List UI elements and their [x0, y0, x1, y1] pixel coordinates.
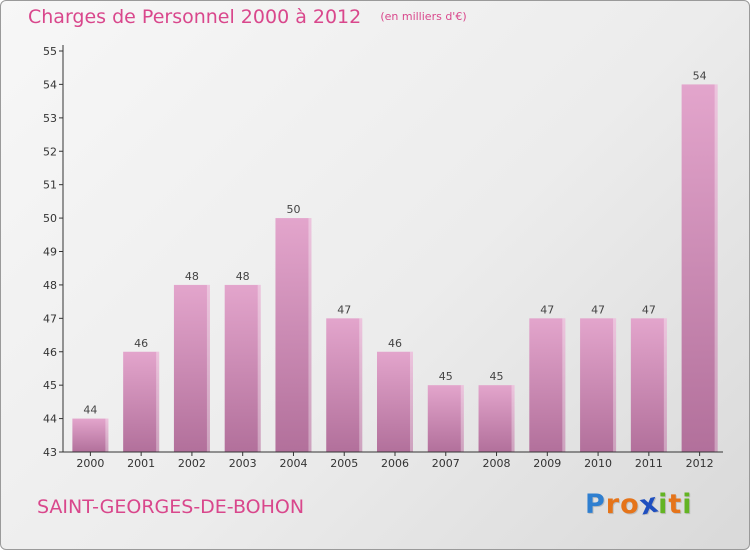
y-tick-label: 44	[43, 413, 57, 426]
y-tick-label: 54	[43, 78, 57, 91]
data-label: 47	[337, 303, 351, 316]
bar-highlight	[156, 351, 160, 452]
data-label: 46	[134, 337, 148, 350]
bar-2002	[173, 284, 210, 452]
y-tick-label: 53	[43, 112, 57, 125]
data-label: 54	[693, 69, 707, 82]
x-tick-label: 2007	[432, 457, 460, 470]
x-tick-label: 2004	[279, 457, 307, 470]
bar-2003	[224, 284, 261, 452]
logo-letter: P	[585, 489, 606, 520]
x-tick-label: 2000	[76, 457, 104, 470]
data-label: 47	[642, 303, 656, 316]
bar-highlight	[308, 218, 312, 452]
y-tick-label: 52	[43, 145, 57, 158]
data-label: 47	[540, 303, 554, 316]
x-tick-label: 2011	[635, 457, 663, 470]
logo-letter: o	[620, 489, 640, 520]
bar-highlight	[206, 284, 210, 452]
y-tick-label: 43	[43, 446, 57, 459]
data-label: 47	[591, 303, 605, 316]
chart-title: Charges de Personnel 2000 à 2012	[28, 6, 362, 28]
bar-2008	[478, 385, 515, 452]
data-label: 45	[439, 370, 453, 383]
bar-highlight	[105, 418, 109, 452]
logo-letter: i	[658, 489, 669, 520]
bar-2011	[630, 318, 667, 452]
logo-letter: i	[682, 489, 693, 520]
data-label: 50	[286, 203, 300, 216]
y-tick-label: 47	[43, 312, 57, 325]
bar-2009	[529, 318, 566, 452]
bar-2005	[326, 318, 363, 452]
bar-highlight	[613, 318, 617, 452]
data-label: 48	[185, 270, 199, 283]
chart-subtitle: (en milliers d'€)	[380, 10, 467, 23]
y-tick-label: 49	[43, 246, 57, 259]
data-label: 46	[388, 337, 402, 350]
x-tick-label: 2008	[483, 457, 511, 470]
bar-2012	[681, 84, 718, 453]
title-row: Charges de Personnel 2000 à 2012 (en mil…	[28, 6, 467, 28]
bar-highlight	[714, 84, 718, 453]
y-tick-label: 45	[43, 379, 57, 392]
x-tick-label: 2005	[330, 457, 358, 470]
x-tick-label: 2002	[178, 457, 206, 470]
y-tick-label: 50	[43, 212, 57, 225]
x-tick-label: 2010	[584, 457, 612, 470]
location-name: SAINT-GEORGES-DE-BOHON	[37, 496, 305, 518]
data-label: 44	[83, 404, 97, 417]
y-tick-label: 48	[43, 279, 57, 292]
y-tick-label: 55	[43, 45, 57, 58]
logo-letter: t	[668, 489, 683, 520]
data-label: 48	[236, 270, 250, 283]
bar-highlight	[359, 318, 363, 452]
bar-highlight	[410, 351, 413, 452]
logo-letter: r	[605, 489, 621, 520]
x-tick-label: 2001	[127, 457, 155, 470]
y-tick-label: 46	[43, 346, 57, 359]
x-tick-label: 2006	[381, 457, 409, 470]
data-label: 45	[490, 370, 504, 383]
bar-highlight	[663, 318, 667, 452]
bar-2004	[275, 218, 312, 452]
bar-highlight	[257, 284, 261, 452]
bar-2010	[580, 318, 617, 452]
bar-2006	[377, 351, 413, 452]
x-tick-label: 2009	[533, 457, 561, 470]
bar-highlight	[562, 318, 566, 452]
x-tick-label: 2003	[229, 457, 257, 470]
bar-2000	[72, 418, 109, 452]
x-tick-label: 2012	[686, 457, 714, 470]
proxiti-logo[interactable]: Proxiti	[585, 487, 693, 521]
y-tick-label: 51	[43, 179, 57, 192]
bar-2001	[123, 351, 160, 452]
bar-2007	[427, 385, 464, 452]
bar-highlight	[460, 385, 464, 452]
bar-highlight	[511, 385, 515, 452]
